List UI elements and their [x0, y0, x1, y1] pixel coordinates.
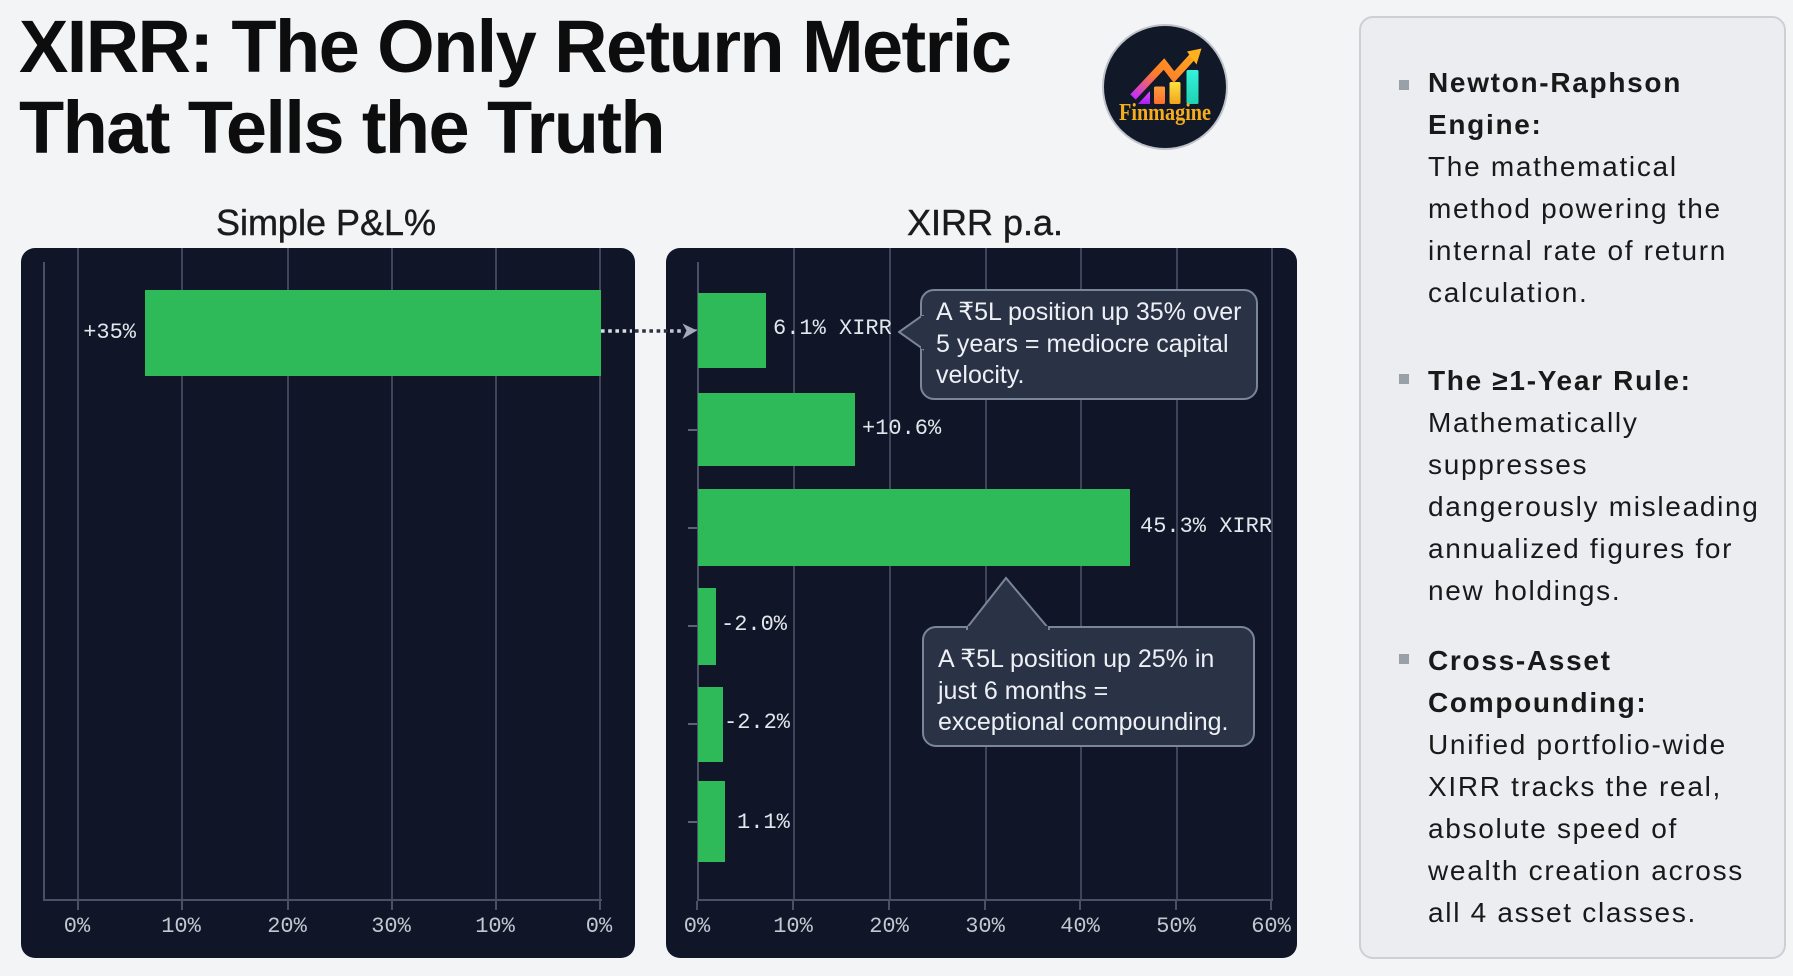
svg-text:Finmagine: Finmagine	[1119, 100, 1211, 126]
